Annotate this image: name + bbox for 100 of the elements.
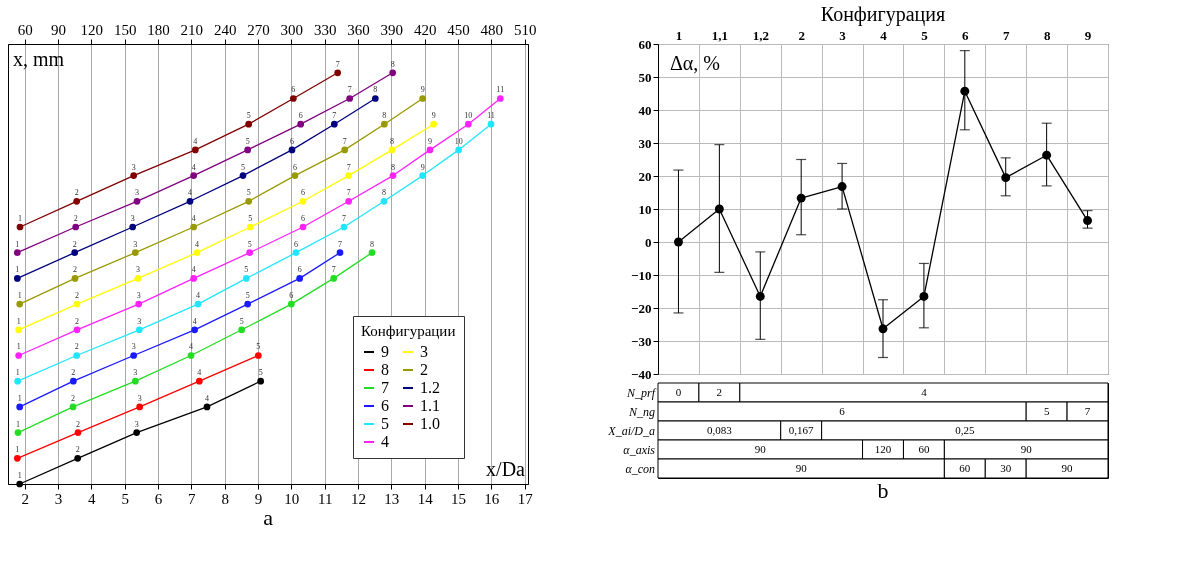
annotation: 4 bbox=[195, 239, 199, 249]
y-tick-label: 30 bbox=[638, 135, 652, 151]
x2-tick-label: 120 bbox=[80, 21, 104, 38]
point bbox=[134, 275, 142, 282]
legend-label: 5 bbox=[381, 415, 389, 432]
x-tick-label: 15 bbox=[451, 490, 466, 507]
x2-tick-label: 270 bbox=[247, 21, 270, 38]
point bbox=[246, 249, 254, 257]
text: 0,167 bbox=[788, 423, 815, 436]
x-tick-label: 8 bbox=[1043, 27, 1051, 43]
point bbox=[371, 95, 379, 102]
point bbox=[246, 223, 254, 231]
annotation: 4 bbox=[188, 188, 192, 198]
x-tick-label: 7 bbox=[1002, 27, 1010, 43]
annotation: 3 bbox=[133, 239, 138, 249]
point bbox=[960, 86, 970, 96]
point bbox=[336, 249, 344, 257]
legend-label: 8 bbox=[381, 361, 389, 378]
annotation: 8 bbox=[390, 59, 395, 69]
annotation: 2 bbox=[74, 188, 79, 198]
point bbox=[74, 429, 82, 436]
annotation: 9 bbox=[420, 162, 425, 172]
point bbox=[299, 197, 307, 205]
point bbox=[714, 204, 724, 214]
annotation: 6 bbox=[294, 239, 298, 249]
point bbox=[135, 300, 143, 308]
text: 60 bbox=[959, 461, 971, 474]
point bbox=[187, 352, 195, 359]
point bbox=[837, 182, 847, 192]
annotation: 1 bbox=[16, 342, 21, 352]
x-tick-label: 1 bbox=[675, 27, 683, 43]
text: α_con bbox=[625, 461, 655, 476]
annotation: 3 bbox=[136, 265, 140, 275]
annotation: 3 bbox=[131, 162, 136, 172]
point bbox=[73, 352, 81, 359]
point bbox=[195, 377, 203, 385]
point bbox=[288, 146, 296, 154]
annotation: 6 bbox=[293, 162, 297, 172]
x2-tick-label: 240 bbox=[213, 21, 237, 38]
y-tick-label: −20 bbox=[631, 300, 652, 316]
annotation: 3 bbox=[137, 316, 142, 326]
point bbox=[73, 197, 81, 205]
x-tick-label: 11 bbox=[317, 490, 333, 507]
annotation: 3 bbox=[137, 393, 142, 403]
text: 120 bbox=[874, 442, 892, 455]
x-tick-label: 9 bbox=[254, 490, 263, 507]
point bbox=[330, 120, 338, 128]
annotation: 10 bbox=[454, 136, 463, 146]
annotation: 3 bbox=[134, 419, 139, 429]
annotation: 5 bbox=[246, 188, 251, 198]
point bbox=[72, 223, 80, 231]
x-tick-label: 3 bbox=[839, 27, 847, 43]
annotation: 1 bbox=[16, 419, 20, 429]
x2-tick-label: 510 bbox=[513, 21, 537, 38]
point bbox=[238, 326, 246, 334]
annotation: 9 bbox=[420, 85, 425, 95]
annotation: 7 bbox=[346, 162, 351, 172]
x2-tick-label: 480 bbox=[480, 21, 504, 38]
point bbox=[1001, 173, 1011, 183]
annotation: 4 bbox=[193, 136, 198, 146]
text: 90 bbox=[1020, 442, 1033, 455]
annotation: 8 bbox=[370, 239, 374, 249]
x-tick-label: 14 bbox=[417, 490, 434, 507]
point bbox=[131, 249, 139, 257]
text: 0,083 bbox=[706, 423, 733, 436]
legend-label: 9 bbox=[381, 343, 389, 360]
point bbox=[673, 237, 683, 247]
point bbox=[464, 120, 472, 128]
point bbox=[16, 300, 24, 308]
y-tick-label: 0 bbox=[645, 234, 652, 250]
text: 7 bbox=[1084, 404, 1091, 417]
annotation: 3 bbox=[130, 213, 135, 223]
point bbox=[496, 95, 504, 102]
annotation: 4 bbox=[191, 213, 196, 223]
y-tick-label: 40 bbox=[638, 102, 652, 118]
text: a bbox=[263, 505, 274, 530]
point bbox=[73, 326, 81, 334]
annotation: 3 bbox=[135, 188, 139, 198]
annotation: 2 bbox=[76, 419, 80, 429]
x-tick-label: 2 bbox=[21, 490, 29, 507]
point bbox=[419, 172, 427, 179]
legend-label: 1.2 bbox=[420, 379, 440, 396]
x-tick-label: 1,1 bbox=[711, 27, 728, 43]
text: X_ai/D_a bbox=[607, 423, 655, 438]
point bbox=[13, 454, 21, 462]
annotation: 6 bbox=[298, 111, 303, 121]
x2-tick-label: 180 bbox=[147, 21, 170, 38]
y-axis-title: x, mm bbox=[13, 48, 65, 70]
point bbox=[15, 326, 23, 334]
annotation: 2 bbox=[71, 368, 76, 378]
point bbox=[133, 197, 141, 205]
legend-label: 4 bbox=[381, 433, 389, 450]
annotation: 8 bbox=[390, 136, 394, 146]
text: 90 bbox=[1061, 461, 1074, 474]
x-tick-label: 12 bbox=[351, 490, 366, 507]
x2-tick-label: 360 bbox=[347, 21, 370, 38]
point bbox=[242, 275, 250, 282]
text: N_ng bbox=[627, 404, 655, 419]
annotation: 5 bbox=[241, 162, 245, 172]
point bbox=[291, 172, 299, 179]
